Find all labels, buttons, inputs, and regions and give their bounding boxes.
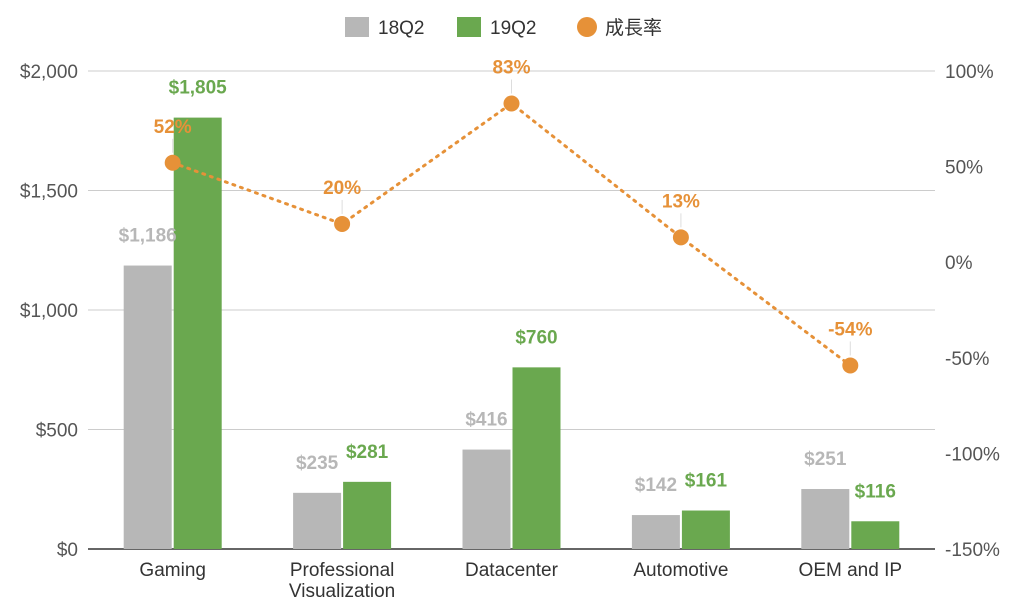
legend-label: 19Q2	[490, 18, 536, 39]
growth-label: 83%	[492, 58, 530, 79]
bar-label-19q2: $760	[515, 327, 557, 348]
bar-label-19q2: $281	[346, 442, 389, 463]
growth-point	[334, 215, 351, 232]
bar-label-18q2: $142	[635, 475, 677, 496]
left-tick-label: $1,500	[20, 182, 78, 203]
category-label: OEM and IP	[799, 560, 903, 581]
right-tick-label: -50%	[945, 349, 989, 370]
growth-label: 20%	[323, 178, 361, 199]
bar-label-18q2: $251	[804, 449, 847, 470]
data-labels: $1,186 $1,805 $235 $281 $416 $760 $142 $161 $251…	[119, 58, 896, 503]
gridlines	[88, 70, 935, 550]
bar-18q2	[293, 492, 342, 549]
category-label: Gaming	[139, 560, 206, 581]
left-axis-ticks: $0 $500 $1,000 $1,500 $2,000	[20, 62, 78, 561]
legend-label: 成長率	[605, 17, 662, 39]
left-tick-label: $500	[36, 421, 78, 442]
bar-19q2	[681, 510, 730, 549]
bars	[123, 117, 900, 549]
growth-label: -54%	[828, 319, 872, 340]
legend-label: 18Q2	[378, 18, 424, 39]
bar-18q2	[462, 449, 511, 549]
bar-19q2	[343, 481, 392, 549]
category-label: Datacenter	[465, 560, 559, 581]
growth-point	[672, 229, 689, 246]
bar-19q2	[512, 367, 561, 549]
legend: 18Q2 19Q2 成長率	[345, 17, 662, 39]
bar-label-19q2: $116	[855, 481, 896, 502]
growth-label: 13%	[662, 191, 700, 212]
legend-swatch	[577, 17, 597, 37]
growth-point	[164, 154, 181, 171]
category-label: Visualization	[289, 581, 395, 602]
right-tick-label: 100%	[945, 62, 994, 83]
bar-18q2	[123, 265, 172, 549]
bar-18q2	[631, 515, 680, 549]
legend-swatch	[457, 17, 481, 37]
bar-19q2	[851, 521, 900, 549]
bar-19q2	[173, 117, 222, 549]
growth-line	[164, 79, 859, 374]
right-tick-label: 0%	[945, 253, 973, 274]
category-label: Automotive	[633, 560, 728, 581]
left-tick-label: $1,000	[20, 301, 78, 322]
growth-point	[842, 357, 859, 374]
right-tick-label: 50%	[945, 158, 983, 179]
bar-label-18q2: $416	[465, 410, 507, 431]
growth-point	[503, 95, 520, 112]
bar-label-19q2: $1,805	[169, 78, 228, 99]
right-axis-ticks: -150% -100% -50% 0% 50% 100%	[945, 62, 1000, 561]
bar-label-18q2: $1,186	[119, 226, 177, 247]
growth-label: 52%	[154, 117, 192, 138]
right-tick-label: -150%	[945, 540, 1000, 561]
right-tick-label: -100%	[945, 444, 1000, 465]
bar-label-19q2: $161	[685, 471, 728, 492]
bar-18q2	[801, 489, 850, 549]
bar-label-18q2: $235	[296, 453, 339, 474]
growth-line-path	[171, 101, 852, 367]
left-tick-label: $2,000	[20, 62, 78, 83]
left-tick-label: $0	[57, 540, 78, 561]
category-label: Professional	[290, 560, 395, 581]
legend-swatch	[345, 17, 369, 37]
